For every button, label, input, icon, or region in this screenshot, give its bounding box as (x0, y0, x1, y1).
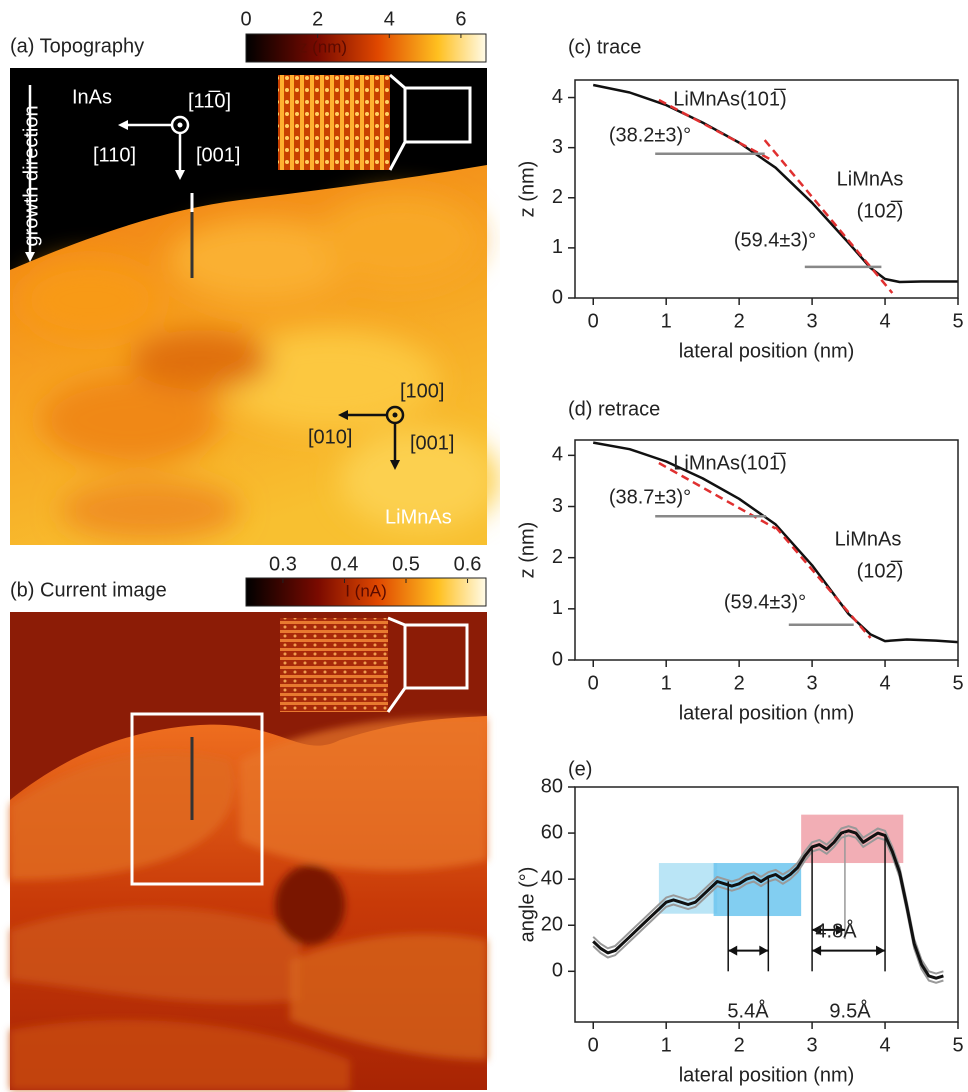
annotation: LiMnAs (835, 528, 902, 550)
chart: (e) 0 1 2 3 4 5 0 20 40 60 80 lateral position (nm) a… (516, 758, 963, 1086)
x-tick-label: 3 (807, 672, 818, 694)
y-axis-label: z (nm) (516, 522, 538, 579)
annotation: LiMnAs (837, 168, 904, 190)
x-tick-label: 4 (879, 310, 890, 332)
colorbar-tick-label: 0.5 (392, 553, 420, 575)
x-tick-label: 0 (588, 672, 599, 694)
annotation: (59.4±3)° (724, 591, 806, 613)
x-tick-label: 2 (734, 1034, 745, 1056)
chart: (c) trace 0 1 2 3 4 5 0 1 2 3 4 lateral position (nm… (516, 36, 963, 362)
annotation: 5.4Å (727, 999, 769, 1022)
label: growth direction (20, 105, 42, 246)
panel-a: (a) Topography z (nm) (10, 34, 500, 545)
label: InAs (72, 86, 112, 108)
y-tick-label: 0 (552, 648, 563, 670)
annotation: 4.8Å (815, 919, 857, 942)
x-tick-label: 1 (661, 672, 672, 694)
colorbar-tick-label: 0.4 (331, 553, 359, 575)
y-tick-label: 2 (552, 546, 563, 568)
x-tick-label: 2 (734, 672, 745, 694)
colorbar-tick-label: 0.6 (454, 553, 482, 575)
panel-title: (b) Current image (10, 579, 167, 601)
label: [100] (400, 380, 444, 402)
y-tick-label: 0 (552, 286, 563, 308)
y-tick-label: 2 (552, 186, 563, 208)
annotation: (102̅) (857, 559, 904, 582)
x-tick-label: 1 (661, 310, 672, 332)
y-axis-label: angle (°) (516, 867, 538, 943)
x-tick-label: 4 (879, 672, 890, 694)
label: [110] (93, 144, 136, 166)
chart-title: (d) retrace (568, 398, 660, 420)
x-tick-label: 3 (807, 310, 818, 332)
label: LiMnAs (385, 506, 452, 528)
label: [001] (410, 432, 454, 454)
panel-b: (b) Current image I (nA) (10, 578, 487, 1090)
colorbar-label: z (nm) (299, 37, 347, 56)
chart: (d) retrace 0 1 2 3 4 5 0 1 2 3 4 lateral position (… (516, 398, 963, 724)
x-axis-label: lateral position (nm) (679, 1064, 855, 1086)
label: [001] (196, 144, 240, 166)
label: [010] (308, 426, 352, 448)
x-tick-label: 5 (952, 1034, 963, 1056)
y-tick-label: 4 (552, 444, 563, 466)
colorbar-tick-label: 2 (312, 8, 323, 30)
annotation: 9.5Å (829, 999, 871, 1022)
annotation: (38.2±3)° (609, 124, 691, 146)
y-tick-label: 0 (552, 960, 563, 982)
y-tick-label: 80 (541, 775, 563, 797)
y-tick-label: 1 (552, 236, 563, 258)
annotation: LiMnAs(101̅) (673, 451, 786, 474)
y-tick-label: 60 (541, 821, 563, 843)
colorbar-tick-label: 6 (455, 8, 466, 30)
x-tick-label: 4 (879, 1034, 890, 1056)
chart-title: (c) trace (568, 36, 641, 58)
colorbar-label: I (nA) (345, 581, 387, 600)
x-tick-label: 0 (588, 310, 599, 332)
panel-title: (a) Topography (10, 35, 144, 57)
inset (280, 618, 388, 712)
x-tick-label: 3 (807, 1034, 818, 1056)
annotation: (38.7±3)° (609, 486, 691, 508)
chart-title: (e) (568, 758, 592, 780)
y-tick-label: 40 (541, 867, 563, 889)
y-tick-label: 1 (552, 597, 563, 619)
y-tick-label: 3 (552, 495, 563, 517)
x-tick-label: 2 (734, 310, 745, 332)
annotation: (102̅) (857, 199, 904, 222)
inset (278, 75, 390, 170)
y-axis-label: z (nm) (516, 161, 538, 218)
y-tick-label: 20 (541, 914, 563, 936)
colorbar (246, 34, 486, 62)
y-tick-label: 4 (552, 86, 563, 108)
label: [11̅0] (188, 89, 231, 112)
colorbar-tick-label: 4 (384, 8, 395, 30)
annotation: LiMnAs(101̅) (673, 87, 786, 110)
colorbar-tick-label: 0 (240, 8, 251, 30)
x-axis-label: lateral position (nm) (679, 702, 855, 724)
y-tick-label: 3 (552, 136, 563, 158)
x-tick-label: 1 (661, 1034, 672, 1056)
x-tick-label: 5 (952, 672, 963, 694)
annotation: (59.4±3)° (734, 229, 816, 251)
x-axis-label: lateral position (nm) (679, 340, 855, 362)
x-tick-label: 5 (952, 310, 963, 332)
colorbar-tick-label: 0.3 (269, 553, 297, 575)
figure: (a) Topography z (nm) (0, 0, 968, 1092)
x-tick-label: 0 (588, 1034, 599, 1056)
